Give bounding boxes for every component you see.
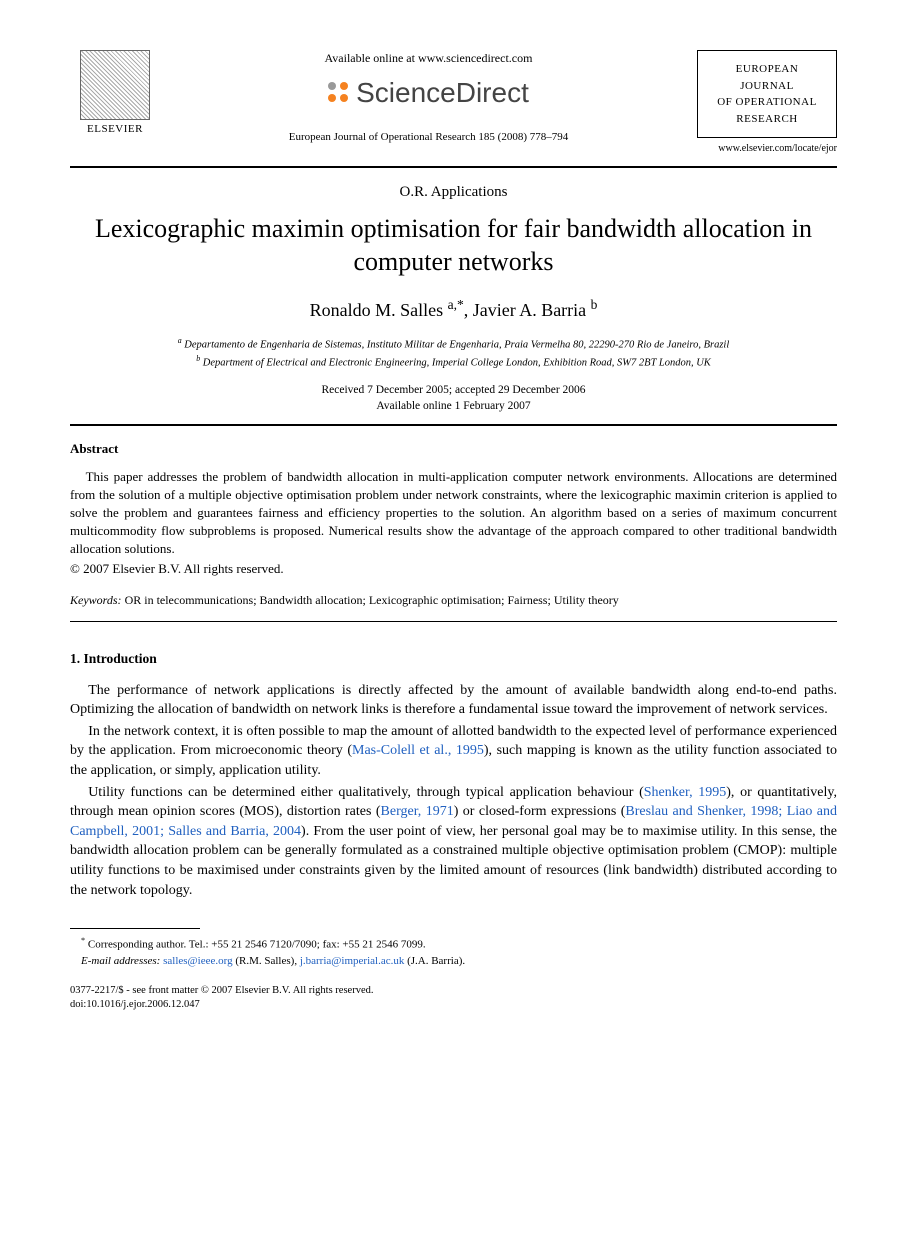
intro-para-3: Utility functions can be determined eith… [70,783,837,901]
intro-heading: 1. Introduction [70,650,837,669]
front-matter-line: 0377-2217/$ - see front matter © 2007 El… [70,984,837,999]
section-label: O.R. Applications [70,182,837,203]
journal-line: JOURNAL [704,78,830,95]
author-2-sup: b [591,297,598,312]
email-1[interactable]: salles@ieee.org [163,955,233,967]
rule-after-abstract [70,621,837,622]
journal-line: RESEARCH [704,111,830,128]
elsevier-label: ELSEVIER [70,122,160,137]
dates-line-2: Available online 1 February 2007 [70,398,837,414]
abstract-heading: Abstract [70,440,837,458]
sciencedirect-logo: ScienceDirect [328,73,529,112]
email-footnote: E-mail addresses: salles@ieee.org (R.M. … [70,954,837,970]
intro-para-1: The performance of network applications … [70,681,837,720]
header-center: Available online at www.sciencedirect.co… [160,50,697,145]
email-2-who: (J.A. Barria). [404,955,465,967]
sciencedirect-text: ScienceDirect [356,73,529,112]
journal-url[interactable]: www.elsevier.com/locate/ejor [697,142,837,156]
intro-para-2: In the network context, it is often poss… [70,722,837,781]
available-online-text: Available online at www.sciencedirect.co… [180,50,677,67]
footnote-rule [70,928,200,929]
email-1-who: (R.M. Salles), [233,955,300,967]
author-1-sup: a,* [448,297,464,312]
keywords-line: Keywords: OR in telecommunications; Band… [70,592,837,609]
dates-line-1: Received 7 December 2005; accepted 29 De… [70,382,837,398]
p3c: ) or closed-form expressions ( [454,804,626,819]
journal-title-box: EUROPEAN JOURNAL OF OPERATIONAL RESEARCH [697,50,837,138]
email-label: E-mail addresses: [81,955,160,967]
rule-after-dates [70,424,837,426]
rule-top [70,166,837,168]
publisher-logo-block: ELSEVIER [70,50,160,137]
journal-line: EUROPEAN [704,61,830,78]
author-1: Ronaldo M. Salles [310,300,444,320]
affiliations: a Departamento de Engenharia de Sistemas… [70,335,837,372]
cite-berger[interactable]: Berger, 1971 [381,804,454,819]
affiliation-b: b Department of Electrical and Electroni… [70,353,837,371]
cite-shenker[interactable]: Shenker, 1995 [644,785,726,800]
affiliation-a: a Departamento de Engenharia de Sistemas… [70,335,837,353]
header-row: ELSEVIER Available online at www.science… [70,50,837,156]
author-2: Javier A. Barria [473,300,586,320]
article-dates: Received 7 December 2005; accepted 29 De… [70,382,837,414]
corresp-text: Corresponding author. Tel.: +55 21 2546 … [88,939,426,951]
footer-meta: 0377-2217/$ - see front matter © 2007 El… [70,984,837,1013]
email-2[interactable]: j.barria@imperial.ac.uk [300,955,405,967]
journal-line: OF OPERATIONAL [704,94,830,111]
sd-dots-icon [328,82,348,102]
article-title: Lexicographic maximin optimisation for f… [70,213,837,278]
citation-line: European Journal of Operational Research… [180,130,677,145]
abstract-copyright: © 2007 Elsevier B.V. All rights reserved… [70,560,837,578]
keywords-label: Keywords: [70,593,122,607]
p3a: Utility functions can be determined eith… [88,785,644,800]
authors-line: Ronaldo M. Salles a,*, Javier A. Barria … [70,296,837,323]
cite-mascolell[interactable]: Mas-Colell et al., 1995 [352,743,484,758]
doi-line: doi:10.1016/j.ejor.2006.12.047 [70,998,837,1013]
keywords-text: OR in telecommunications; Bandwidth allo… [122,593,619,607]
elsevier-tree-icon [80,50,150,120]
abstract-body: This paper addresses the problem of band… [70,468,837,558]
aff-b-text: Department of Electrical and Electronic … [203,358,711,369]
journal-box-wrap: EUROPEAN JOURNAL OF OPERATIONAL RESEARCH… [697,50,837,156]
corresponding-footnote: * Corresponding author. Tel.: +55 21 254… [70,935,837,954]
aff-a-text: Departamento de Engenharia de Sistemas, … [184,340,729,351]
